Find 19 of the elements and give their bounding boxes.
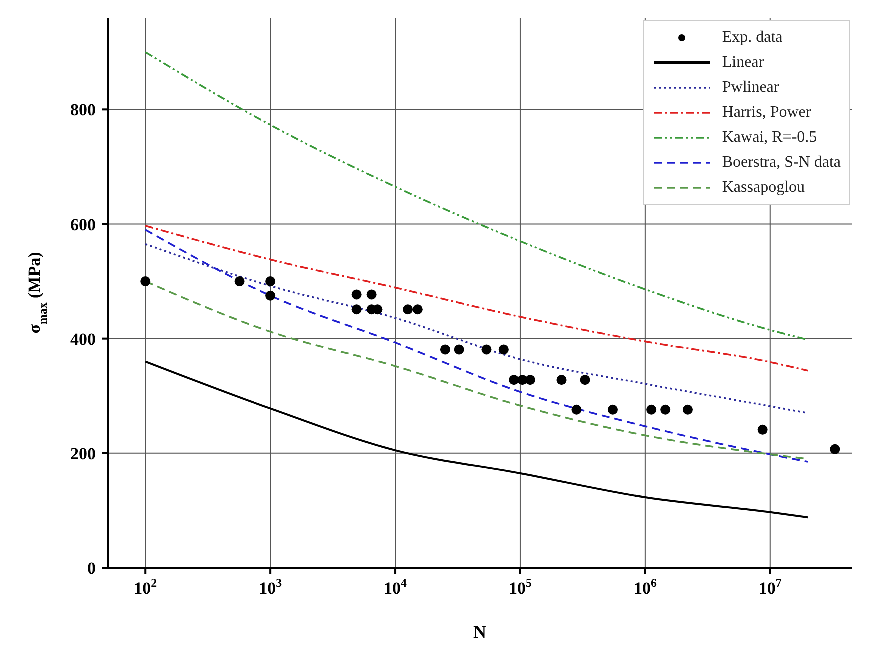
x-axis-title: N	[474, 622, 486, 642]
legend-label: Exp. data	[722, 28, 783, 46]
x-tick-label: 10$^{5}$	[508, 576, 532, 598]
x-tick-label: 10$^{4}$	[384, 576, 408, 598]
legend-label: Kassapoglou	[722, 178, 806, 196]
x-tick-label: 10$^{3}$	[259, 576, 282, 598]
legend-label: Boerstra, S-N data	[722, 154, 841, 172]
legend-label: Harris, Power	[722, 104, 812, 122]
y-tick-label: 600	[70, 215, 96, 234]
y-tick-label: 200	[70, 444, 96, 464]
x-tick-label: 10$^{7}$	[758, 576, 782, 598]
x-tick-label: 10$^{2}$	[134, 576, 158, 598]
legend-label: Kawai, R=-0.5	[722, 128, 818, 146]
y-tick-label: 800	[70, 100, 96, 120]
legend-label: Pwlinear	[722, 78, 780, 96]
y-tick-label: 400	[70, 330, 96, 349]
y-tick-label: 0	[88, 559, 96, 578]
legend-label: Linear	[722, 54, 764, 72]
x-tick-label: 10$^{6}$	[634, 576, 657, 598]
